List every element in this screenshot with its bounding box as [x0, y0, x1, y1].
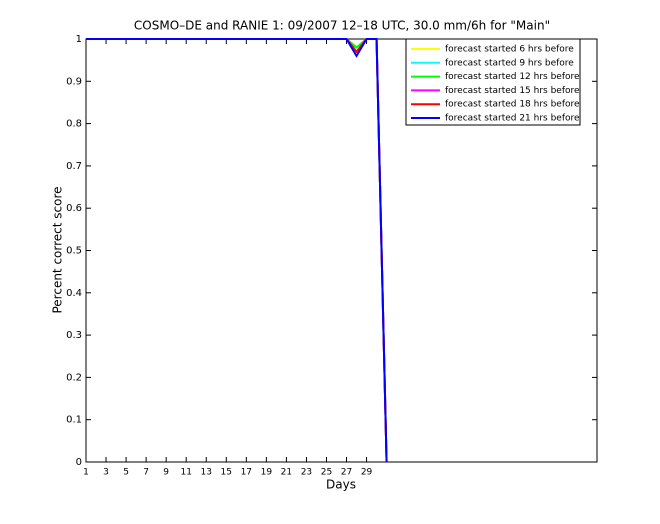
series-line [86, 38, 388, 463]
legend-label: forecast started 9 hrs before [445, 58, 574, 68]
x-tick-label: 11 [180, 468, 191, 478]
y-axis-label: Percent correct score [51, 186, 65, 313]
y-tick-label: 0.7 [66, 161, 82, 172]
x-tick-label: 9 [163, 468, 169, 478]
y-tick-label: 0.3 [66, 330, 82, 341]
x-tick-label: 25 [321, 468, 332, 478]
x-axis-label: Days [326, 478, 356, 492]
y-tick-label: 0.1 [66, 415, 82, 426]
x-tick-label: 15 [221, 468, 232, 478]
x-tick-label: 1 [83, 468, 89, 478]
y-tick-label: 0.9 [66, 76, 82, 87]
y-tick-label: 0.8 [66, 119, 82, 130]
x-tick-label: 21 [281, 468, 292, 478]
y-tick-label: 0.2 [66, 372, 82, 383]
x-tick-label: 17 [241, 468, 252, 478]
x-tick-label: 13 [201, 468, 212, 478]
x-tick-label: 3 [103, 468, 109, 478]
legend-label: forecast started 12 hrs before [445, 72, 580, 82]
y-tick-label: 0.5 [66, 246, 82, 257]
x-tick-label: 5 [123, 468, 129, 478]
legend-box [405, 38, 581, 126]
y-tick-label: 1 [76, 34, 82, 45]
x-tick-label: 29 [361, 468, 373, 478]
legend-label: forecast started 6 hrs before [445, 45, 574, 55]
y-tick-label: 0.4 [66, 288, 82, 299]
x-tick-label: 23 [301, 468, 312, 478]
legend-label: forecast started 18 hrs before [445, 100, 580, 110]
x-tick-label: 19 [261, 468, 273, 478]
x-tick-label: 27 [341, 468, 352, 478]
legend-label: forecast started 21 hrs before [445, 114, 580, 124]
legend-label: forecast started 15 hrs before [445, 86, 580, 96]
y-tick-label: 0 [76, 457, 82, 468]
chart-title: COSMO–DE and RANIE 1: 09/2007 12–18 UTC,… [134, 19, 550, 33]
x-tick-label: 7 [143, 468, 149, 478]
y-tick-label: 0.6 [66, 203, 82, 214]
